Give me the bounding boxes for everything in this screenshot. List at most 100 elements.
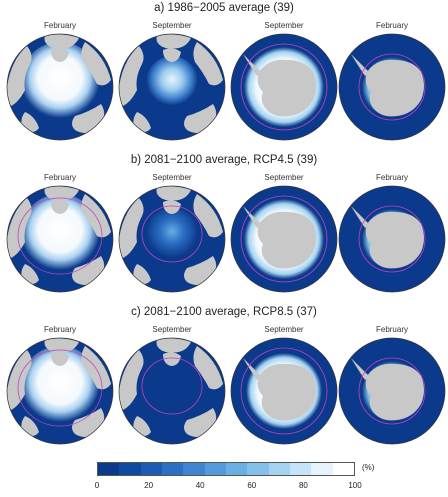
arctic-map	[5, 32, 115, 142]
antarctic-map	[229, 32, 339, 142]
map-border	[338, 337, 446, 445]
month-label: September	[152, 21, 192, 30]
land	[51, 352, 69, 366]
map-border	[338, 185, 446, 293]
map-border	[6, 337, 114, 445]
land	[133, 264, 151, 284]
land	[193, 42, 223, 86]
land	[156, 338, 191, 353]
colorbar-cell	[268, 463, 290, 475]
antarctic-map	[337, 32, 447, 142]
land	[7, 198, 32, 258]
map-border	[118, 33, 226, 141]
land	[193, 194, 223, 238]
antarctic-map	[229, 336, 339, 446]
land	[133, 112, 151, 132]
sea-ice	[146, 208, 198, 260]
map-border	[230, 337, 338, 445]
arctic-map	[117, 184, 227, 294]
sea-ice	[146, 360, 198, 412]
antarctica	[257, 59, 316, 117]
observed-extent-contour	[358, 53, 426, 121]
sea-ice	[20, 194, 100, 274]
land	[51, 200, 69, 214]
observed-extent-contour	[358, 357, 426, 425]
arctic-map	[117, 32, 227, 142]
land	[81, 194, 111, 238]
antarctic-map	[337, 184, 447, 294]
land	[193, 346, 223, 390]
observed-extent-contour	[240, 43, 328, 131]
colorbar-unit: (%)	[362, 463, 375, 472]
month-label: February	[375, 21, 408, 30]
land	[163, 200, 181, 214]
colorbar-cell	[204, 463, 226, 475]
land	[7, 46, 32, 106]
month-label: September	[264, 173, 304, 182]
antarctic-peninsula	[243, 54, 261, 76]
month-label: February	[375, 173, 408, 182]
map-border	[6, 33, 114, 141]
map-border	[6, 185, 114, 293]
colorbar-cell	[161, 463, 184, 475]
land	[44, 338, 79, 353]
land	[163, 352, 181, 366]
land	[44, 34, 79, 49]
panel-title-a: a) 1986−2005 average (39)	[154, 2, 294, 14]
month-label: February	[43, 173, 76, 182]
colorbar-tick: 0	[94, 481, 100, 490]
land	[119, 198, 144, 258]
antarctic-map	[337, 336, 447, 446]
month-label: September	[264, 21, 304, 30]
observed-extent-contour	[141, 357, 203, 415]
colorbar-cell	[311, 463, 333, 475]
colorbar-cell	[225, 463, 248, 475]
colorbar	[97, 462, 355, 476]
land	[163, 48, 181, 62]
land	[21, 264, 39, 284]
land	[81, 346, 111, 390]
land	[21, 112, 39, 132]
map-border	[230, 33, 338, 141]
antarctic-peninsula	[243, 358, 261, 380]
month-label: February	[43, 21, 76, 30]
land	[44, 186, 79, 201]
colorbar-cell	[332, 463, 354, 475]
land	[133, 416, 151, 436]
colorbar-tick: 100	[348, 481, 362, 490]
antarctic-map	[229, 184, 339, 294]
antarctica	[257, 363, 316, 421]
panel-title-c: c) 2081−2100 average, RCP8.5 (37)	[131, 306, 317, 318]
arctic-map	[5, 336, 115, 446]
land	[81, 42, 111, 86]
observed-extent-contour	[17, 349, 103, 427]
colorbar-cell	[247, 463, 269, 475]
land	[51, 48, 69, 62]
observed-extent-contour	[17, 197, 103, 275]
arctic-map	[5, 184, 115, 294]
antarctica	[365, 363, 424, 421]
colorbar-cell	[140, 463, 162, 475]
land	[156, 186, 191, 201]
colorbar-cell	[183, 463, 205, 475]
antarctic-peninsula	[243, 206, 261, 228]
month-label: February	[375, 325, 408, 334]
map-border	[118, 185, 226, 293]
colorbar-tick: 40	[195, 481, 205, 490]
month-label: September	[152, 325, 192, 334]
antarctica	[365, 211, 424, 269]
antarctic-peninsula	[351, 206, 369, 228]
colorbar-tick: 80	[298, 481, 308, 490]
sea-ice	[20, 346, 100, 426]
month-label: September	[264, 325, 304, 334]
antarctic-peninsula	[351, 54, 369, 76]
land	[119, 350, 144, 410]
antarctica	[365, 59, 424, 117]
month-label: September	[152, 173, 192, 182]
colorbar-cell	[119, 463, 141, 475]
observed-extent-contour	[141, 205, 203, 263]
sea-ice	[20, 42, 100, 122]
observed-extent-contour	[240, 195, 328, 283]
sea-ice	[146, 56, 198, 108]
land	[7, 350, 32, 410]
